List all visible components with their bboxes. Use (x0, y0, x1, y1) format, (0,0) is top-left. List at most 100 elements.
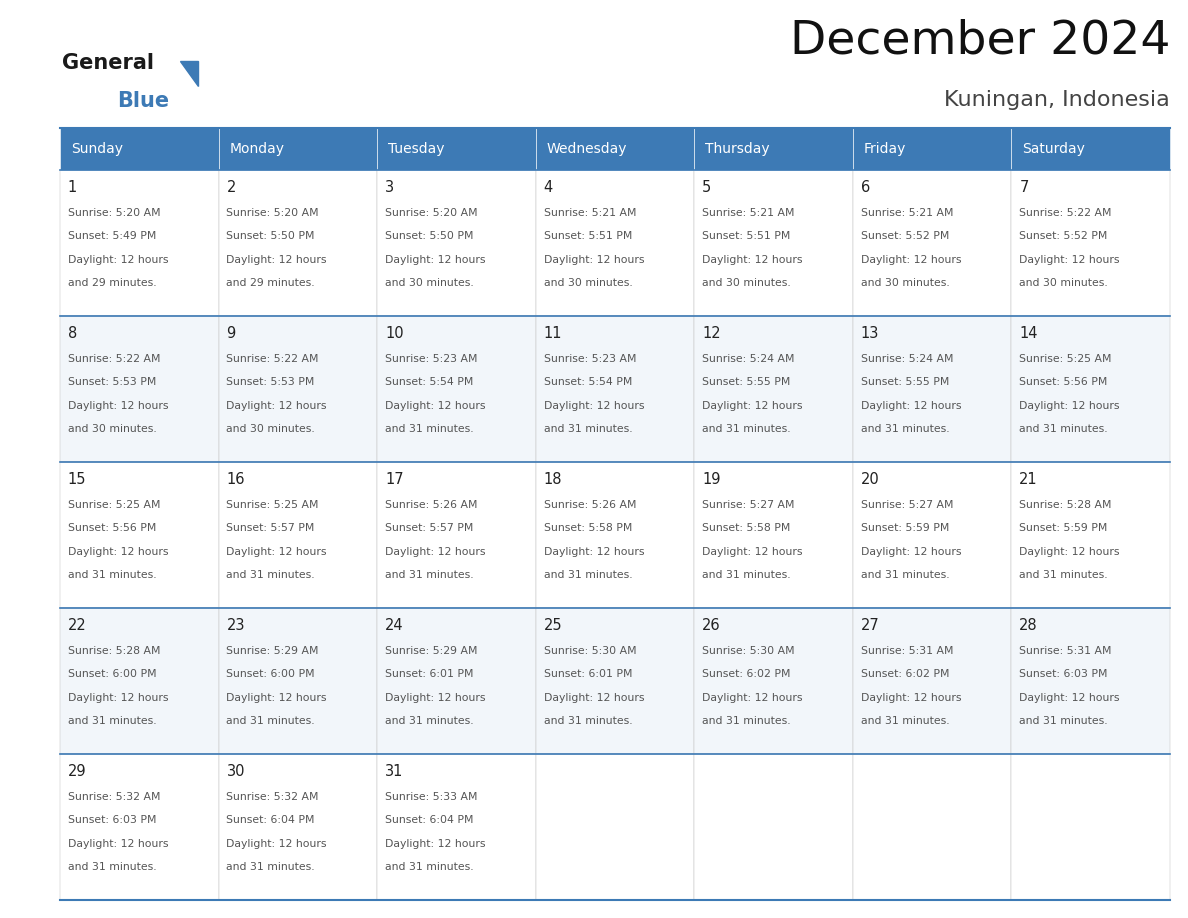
Text: Sunrise: 5:22 AM: Sunrise: 5:22 AM (1019, 208, 1112, 218)
Text: Sunrise: 5:27 AM: Sunrise: 5:27 AM (702, 500, 795, 510)
Text: and 30 minutes.: and 30 minutes. (861, 278, 949, 288)
Text: Sunset: 5:57 PM: Sunset: 5:57 PM (227, 523, 315, 533)
Text: and 30 minutes.: and 30 minutes. (544, 278, 632, 288)
Text: 11: 11 (544, 326, 562, 341)
Text: and 31 minutes.: and 31 minutes. (544, 716, 632, 726)
Text: Sunrise: 5:22 AM: Sunrise: 5:22 AM (68, 354, 160, 364)
Text: Sunset: 6:01 PM: Sunset: 6:01 PM (544, 669, 632, 679)
Bar (536, 754, 694, 900)
Text: Sunset: 6:02 PM: Sunset: 6:02 PM (702, 669, 791, 679)
Bar (853, 608, 1011, 754)
Text: Sunset: 5:52 PM: Sunset: 5:52 PM (1019, 231, 1107, 241)
Text: 29: 29 (68, 764, 87, 779)
Text: Daylight: 12 hours: Daylight: 12 hours (68, 839, 169, 848)
Text: Daylight: 12 hours: Daylight: 12 hours (861, 400, 961, 410)
Bar (853, 754, 1011, 900)
Text: Sunrise: 5:26 AM: Sunrise: 5:26 AM (544, 500, 636, 510)
Text: Sunrise: 5:24 AM: Sunrise: 5:24 AM (861, 354, 953, 364)
Text: 3: 3 (385, 180, 394, 196)
Text: and 31 minutes.: and 31 minutes. (227, 716, 315, 726)
Text: Wednesday: Wednesday (546, 142, 627, 156)
Text: 14: 14 (1019, 326, 1038, 341)
Text: and 30 minutes.: and 30 minutes. (68, 424, 157, 434)
Text: and 30 minutes.: and 30 minutes. (385, 278, 474, 288)
Text: Daylight: 12 hours: Daylight: 12 hours (861, 693, 961, 702)
Bar (377, 128, 536, 170)
Text: 17: 17 (385, 472, 404, 487)
Text: Daylight: 12 hours: Daylight: 12 hours (68, 693, 169, 702)
Text: Daylight: 12 hours: Daylight: 12 hours (544, 400, 644, 410)
Bar (61, 316, 219, 462)
Bar (1011, 128, 1170, 170)
Text: 2: 2 (227, 180, 236, 196)
Bar (694, 754, 853, 900)
Text: Daylight: 12 hours: Daylight: 12 hours (861, 547, 961, 556)
Text: Sunrise: 5:29 AM: Sunrise: 5:29 AM (385, 646, 478, 656)
Text: 8: 8 (68, 326, 77, 341)
Text: Sunset: 5:56 PM: Sunset: 5:56 PM (1019, 377, 1107, 387)
Bar (219, 608, 377, 754)
Text: Sunrise: 5:31 AM: Sunrise: 5:31 AM (861, 646, 953, 656)
Bar (853, 462, 1011, 608)
Bar (377, 462, 536, 608)
Text: and 31 minutes.: and 31 minutes. (702, 570, 791, 580)
Text: Sunrise: 5:20 AM: Sunrise: 5:20 AM (385, 208, 478, 218)
Text: 4: 4 (544, 180, 552, 196)
Text: 6: 6 (861, 180, 870, 196)
Text: and 31 minutes.: and 31 minutes. (385, 862, 474, 872)
Bar (61, 170, 219, 316)
Text: Sunrise: 5:30 AM: Sunrise: 5:30 AM (702, 646, 795, 656)
Text: and 31 minutes.: and 31 minutes. (68, 862, 157, 872)
Text: December 2024: December 2024 (790, 18, 1170, 63)
Text: and 30 minutes.: and 30 minutes. (702, 278, 791, 288)
Text: Daylight: 12 hours: Daylight: 12 hours (1019, 693, 1120, 702)
Text: Monday: Monday (229, 142, 285, 156)
Bar (536, 462, 694, 608)
Text: 12: 12 (702, 326, 721, 341)
Text: 28: 28 (1019, 618, 1038, 633)
Text: and 31 minutes.: and 31 minutes. (1019, 570, 1108, 580)
Text: Sunset: 6:03 PM: Sunset: 6:03 PM (1019, 669, 1108, 679)
Bar (377, 754, 536, 900)
Text: 30: 30 (227, 764, 245, 779)
Text: and 31 minutes.: and 31 minutes. (702, 424, 791, 434)
Bar (536, 316, 694, 462)
Text: Sunset: 6:03 PM: Sunset: 6:03 PM (68, 815, 157, 825)
Text: Sunset: 5:55 PM: Sunset: 5:55 PM (861, 377, 949, 387)
Text: Daylight: 12 hours: Daylight: 12 hours (861, 254, 961, 264)
Bar (853, 316, 1011, 462)
Text: Sunset: 5:57 PM: Sunset: 5:57 PM (385, 523, 474, 533)
Bar (1011, 608, 1170, 754)
Text: and 31 minutes.: and 31 minutes. (1019, 424, 1108, 434)
Text: Sunrise: 5:20 AM: Sunrise: 5:20 AM (227, 208, 320, 218)
Text: Daylight: 12 hours: Daylight: 12 hours (68, 400, 169, 410)
Text: 15: 15 (68, 472, 87, 487)
Text: Sunrise: 5:32 AM: Sunrise: 5:32 AM (227, 792, 320, 802)
Text: 31: 31 (385, 764, 404, 779)
Text: 7: 7 (1019, 180, 1029, 196)
Text: Sunset: 5:50 PM: Sunset: 5:50 PM (227, 231, 315, 241)
Bar (694, 316, 853, 462)
Text: Daylight: 12 hours: Daylight: 12 hours (227, 254, 327, 264)
Text: Daylight: 12 hours: Daylight: 12 hours (1019, 547, 1120, 556)
Bar (1011, 170, 1170, 316)
Bar (694, 462, 853, 608)
Text: Daylight: 12 hours: Daylight: 12 hours (702, 547, 803, 556)
Text: Daylight: 12 hours: Daylight: 12 hours (227, 839, 327, 848)
Text: Daylight: 12 hours: Daylight: 12 hours (1019, 254, 1120, 264)
Text: and 31 minutes.: and 31 minutes. (861, 716, 949, 726)
Text: 26: 26 (702, 618, 721, 633)
Text: and 31 minutes.: and 31 minutes. (227, 862, 315, 872)
Bar (219, 316, 377, 462)
Bar (61, 754, 219, 900)
Text: and 29 minutes.: and 29 minutes. (227, 278, 315, 288)
Text: and 31 minutes.: and 31 minutes. (861, 570, 949, 580)
Text: Sunrise: 5:30 AM: Sunrise: 5:30 AM (544, 646, 637, 656)
Text: Daylight: 12 hours: Daylight: 12 hours (385, 400, 486, 410)
Text: Sunset: 5:51 PM: Sunset: 5:51 PM (702, 231, 790, 241)
Text: and 30 minutes.: and 30 minutes. (1019, 278, 1108, 288)
Text: and 29 minutes.: and 29 minutes. (68, 278, 157, 288)
Text: Sunset: 5:54 PM: Sunset: 5:54 PM (385, 377, 474, 387)
Text: 27: 27 (861, 618, 879, 633)
Text: Sunset: 5:55 PM: Sunset: 5:55 PM (702, 377, 790, 387)
